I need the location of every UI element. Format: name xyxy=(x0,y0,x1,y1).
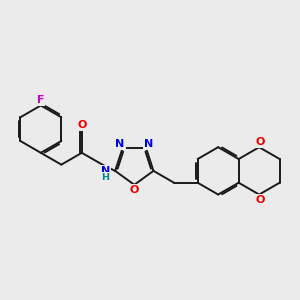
Text: O: O xyxy=(256,137,265,147)
Text: F: F xyxy=(37,95,45,105)
Text: O: O xyxy=(256,195,265,205)
Text: N: N xyxy=(100,166,110,176)
Text: O: O xyxy=(77,120,86,130)
Text: N: N xyxy=(144,139,153,149)
Text: N: N xyxy=(116,139,125,149)
Text: H: H xyxy=(101,173,109,182)
Text: O: O xyxy=(130,185,139,195)
